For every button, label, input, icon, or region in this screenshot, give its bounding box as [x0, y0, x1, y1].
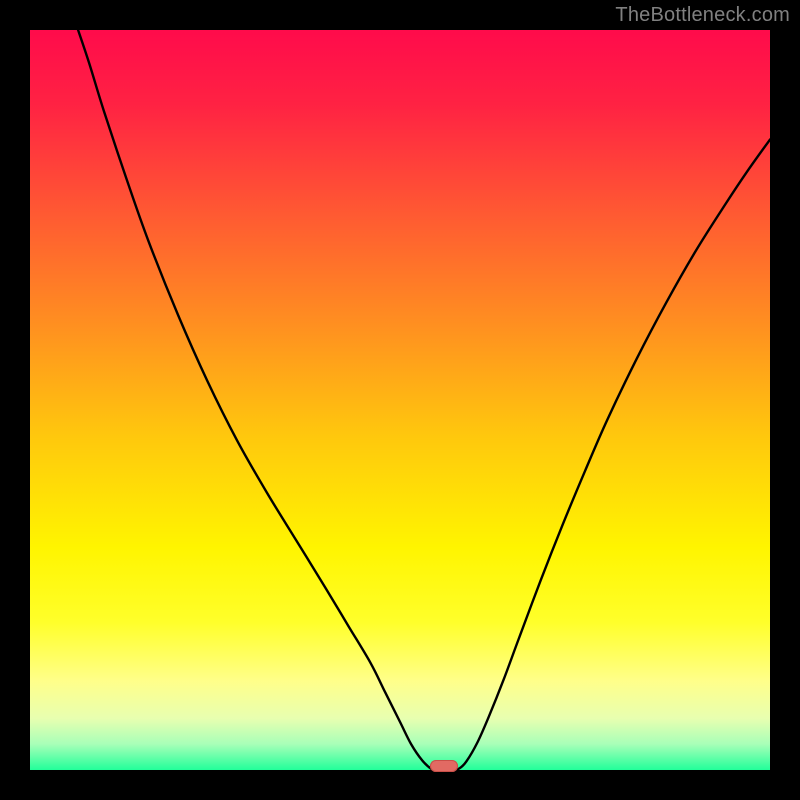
chart-container: TheBottleneck.com — [0, 0, 800, 800]
watermark-text: TheBottleneck.com — [615, 4, 790, 27]
plot-area — [30, 30, 770, 770]
curve-path — [78, 30, 770, 770]
optimal-point-marker — [430, 760, 458, 772]
bottleneck-curve — [30, 30, 770, 770]
